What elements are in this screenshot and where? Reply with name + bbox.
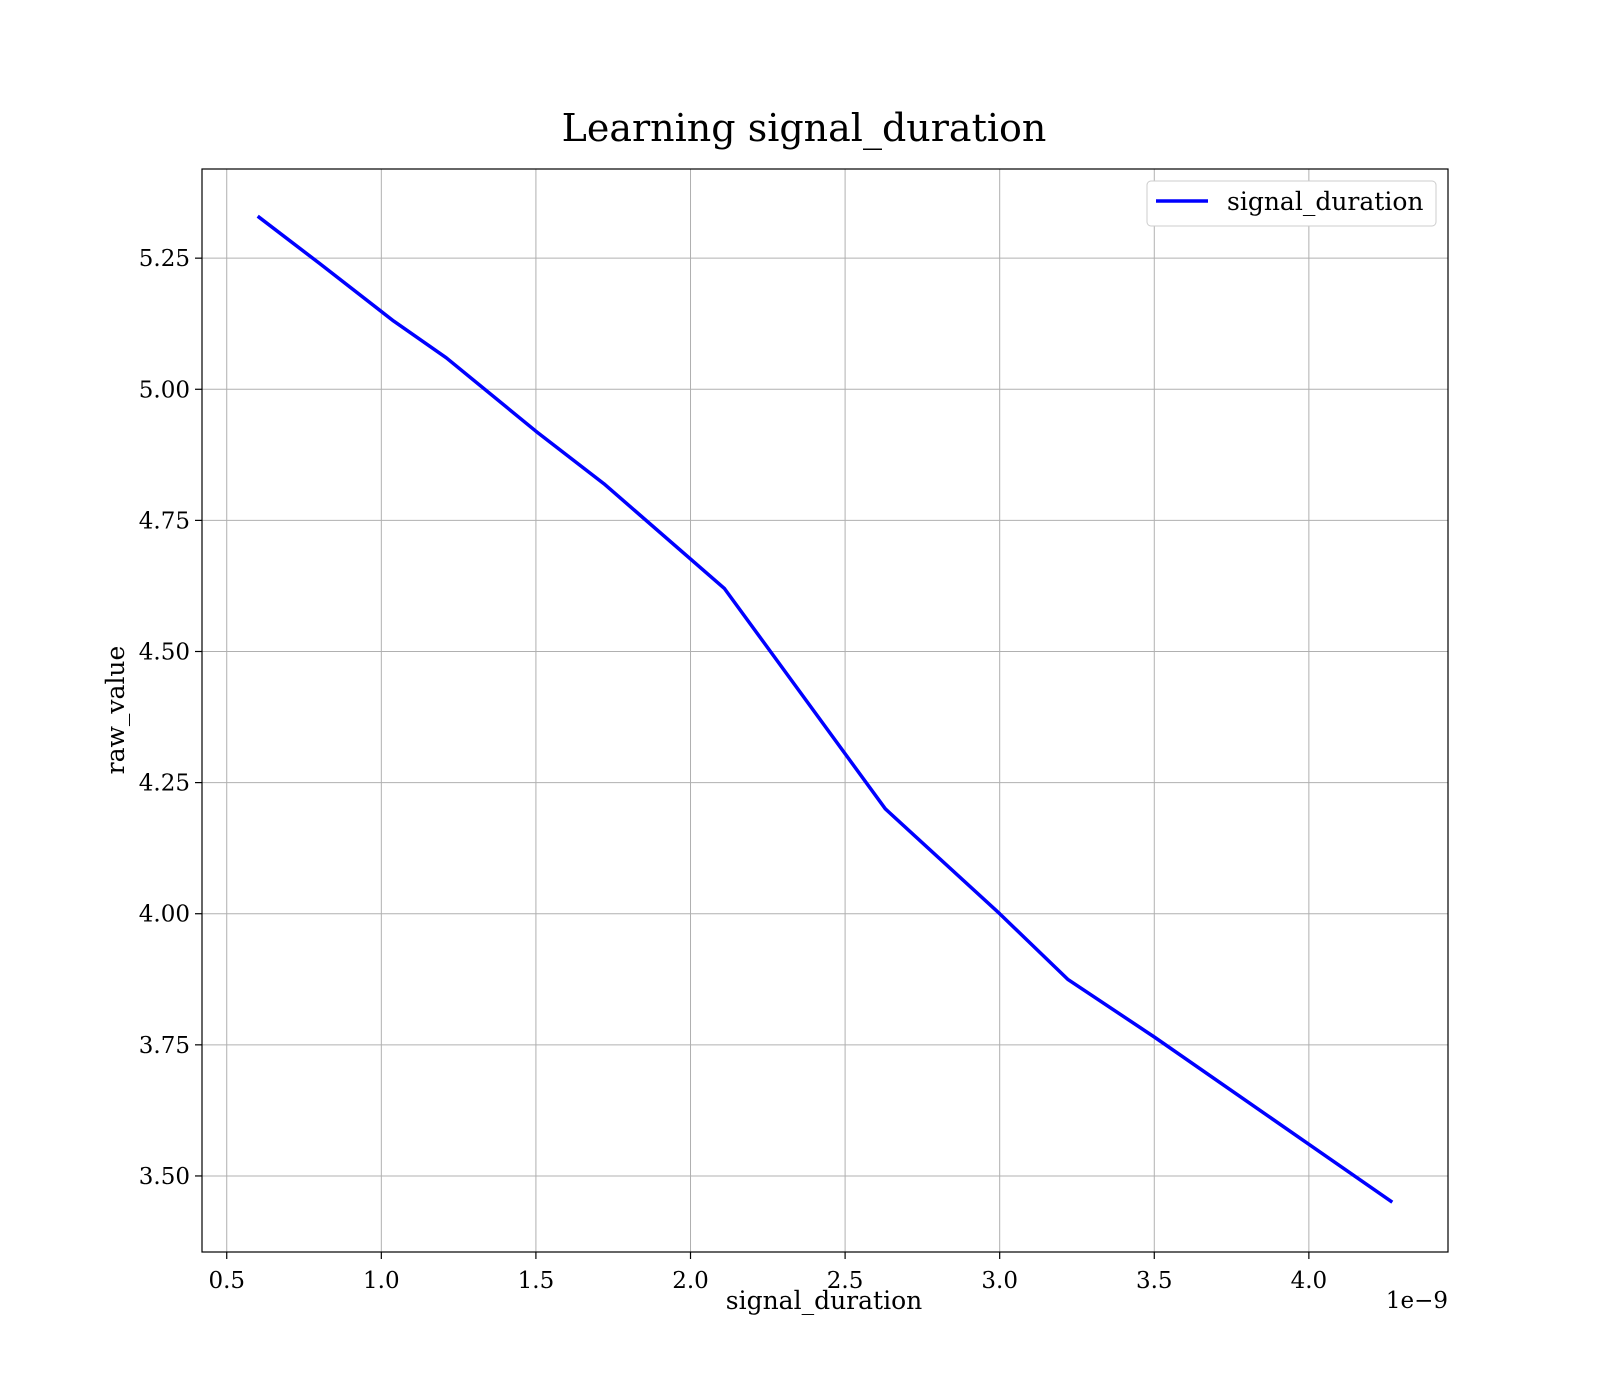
axis-ticks: 0.5 1.0 1.5 2.0 2.5 3.0 3.5 4.0 3.50 3.75 4.00 4.25… bbox=[139, 246, 1327, 1294]
x-tick-label: 1.0 bbox=[363, 1268, 400, 1294]
chart-title: Learning signal_duration bbox=[562, 106, 1047, 151]
y-axis-label: raw_value bbox=[101, 646, 130, 775]
y-tick-label: 4.50 bbox=[139, 639, 190, 665]
legend: signal_duration bbox=[1146, 180, 1437, 227]
y-tick-label: 5.00 bbox=[139, 377, 190, 403]
x-tick-label: 3.0 bbox=[981, 1268, 1018, 1294]
plot-area bbox=[202, 169, 1448, 1252]
x-tick-label: 2.0 bbox=[672, 1268, 709, 1294]
x-tick-label: 0.5 bbox=[208, 1268, 245, 1294]
legend-label: signal_duration bbox=[1227, 187, 1423, 216]
y-tick-label: 3.75 bbox=[139, 1033, 190, 1059]
plot-frame bbox=[201, 168, 1449, 1253]
series-lines bbox=[256, 214, 1394, 1204]
y-tick-label: 4.00 bbox=[139, 902, 190, 928]
x-tick-label: 2.5 bbox=[827, 1268, 864, 1294]
x-tick-label: 1.5 bbox=[518, 1268, 555, 1294]
y-tick-label: 5.25 bbox=[139, 246, 190, 272]
series-line bbox=[256, 214, 1394, 1204]
x-tick-label: 3.5 bbox=[1136, 1268, 1173, 1294]
gridlines bbox=[202, 169, 1448, 1252]
y-tick-label: 3.50 bbox=[139, 1164, 190, 1190]
x-axis-offset-label: 1e−9 bbox=[1386, 1288, 1448, 1314]
x-axis-label: signal_duration bbox=[726, 1286, 922, 1315]
legend-box bbox=[1146, 180, 1437, 227]
y-tick-label: 4.75 bbox=[139, 508, 190, 534]
y-tick-label: 4.25 bbox=[139, 771, 190, 797]
x-tick-label: 4.0 bbox=[1291, 1268, 1328, 1294]
